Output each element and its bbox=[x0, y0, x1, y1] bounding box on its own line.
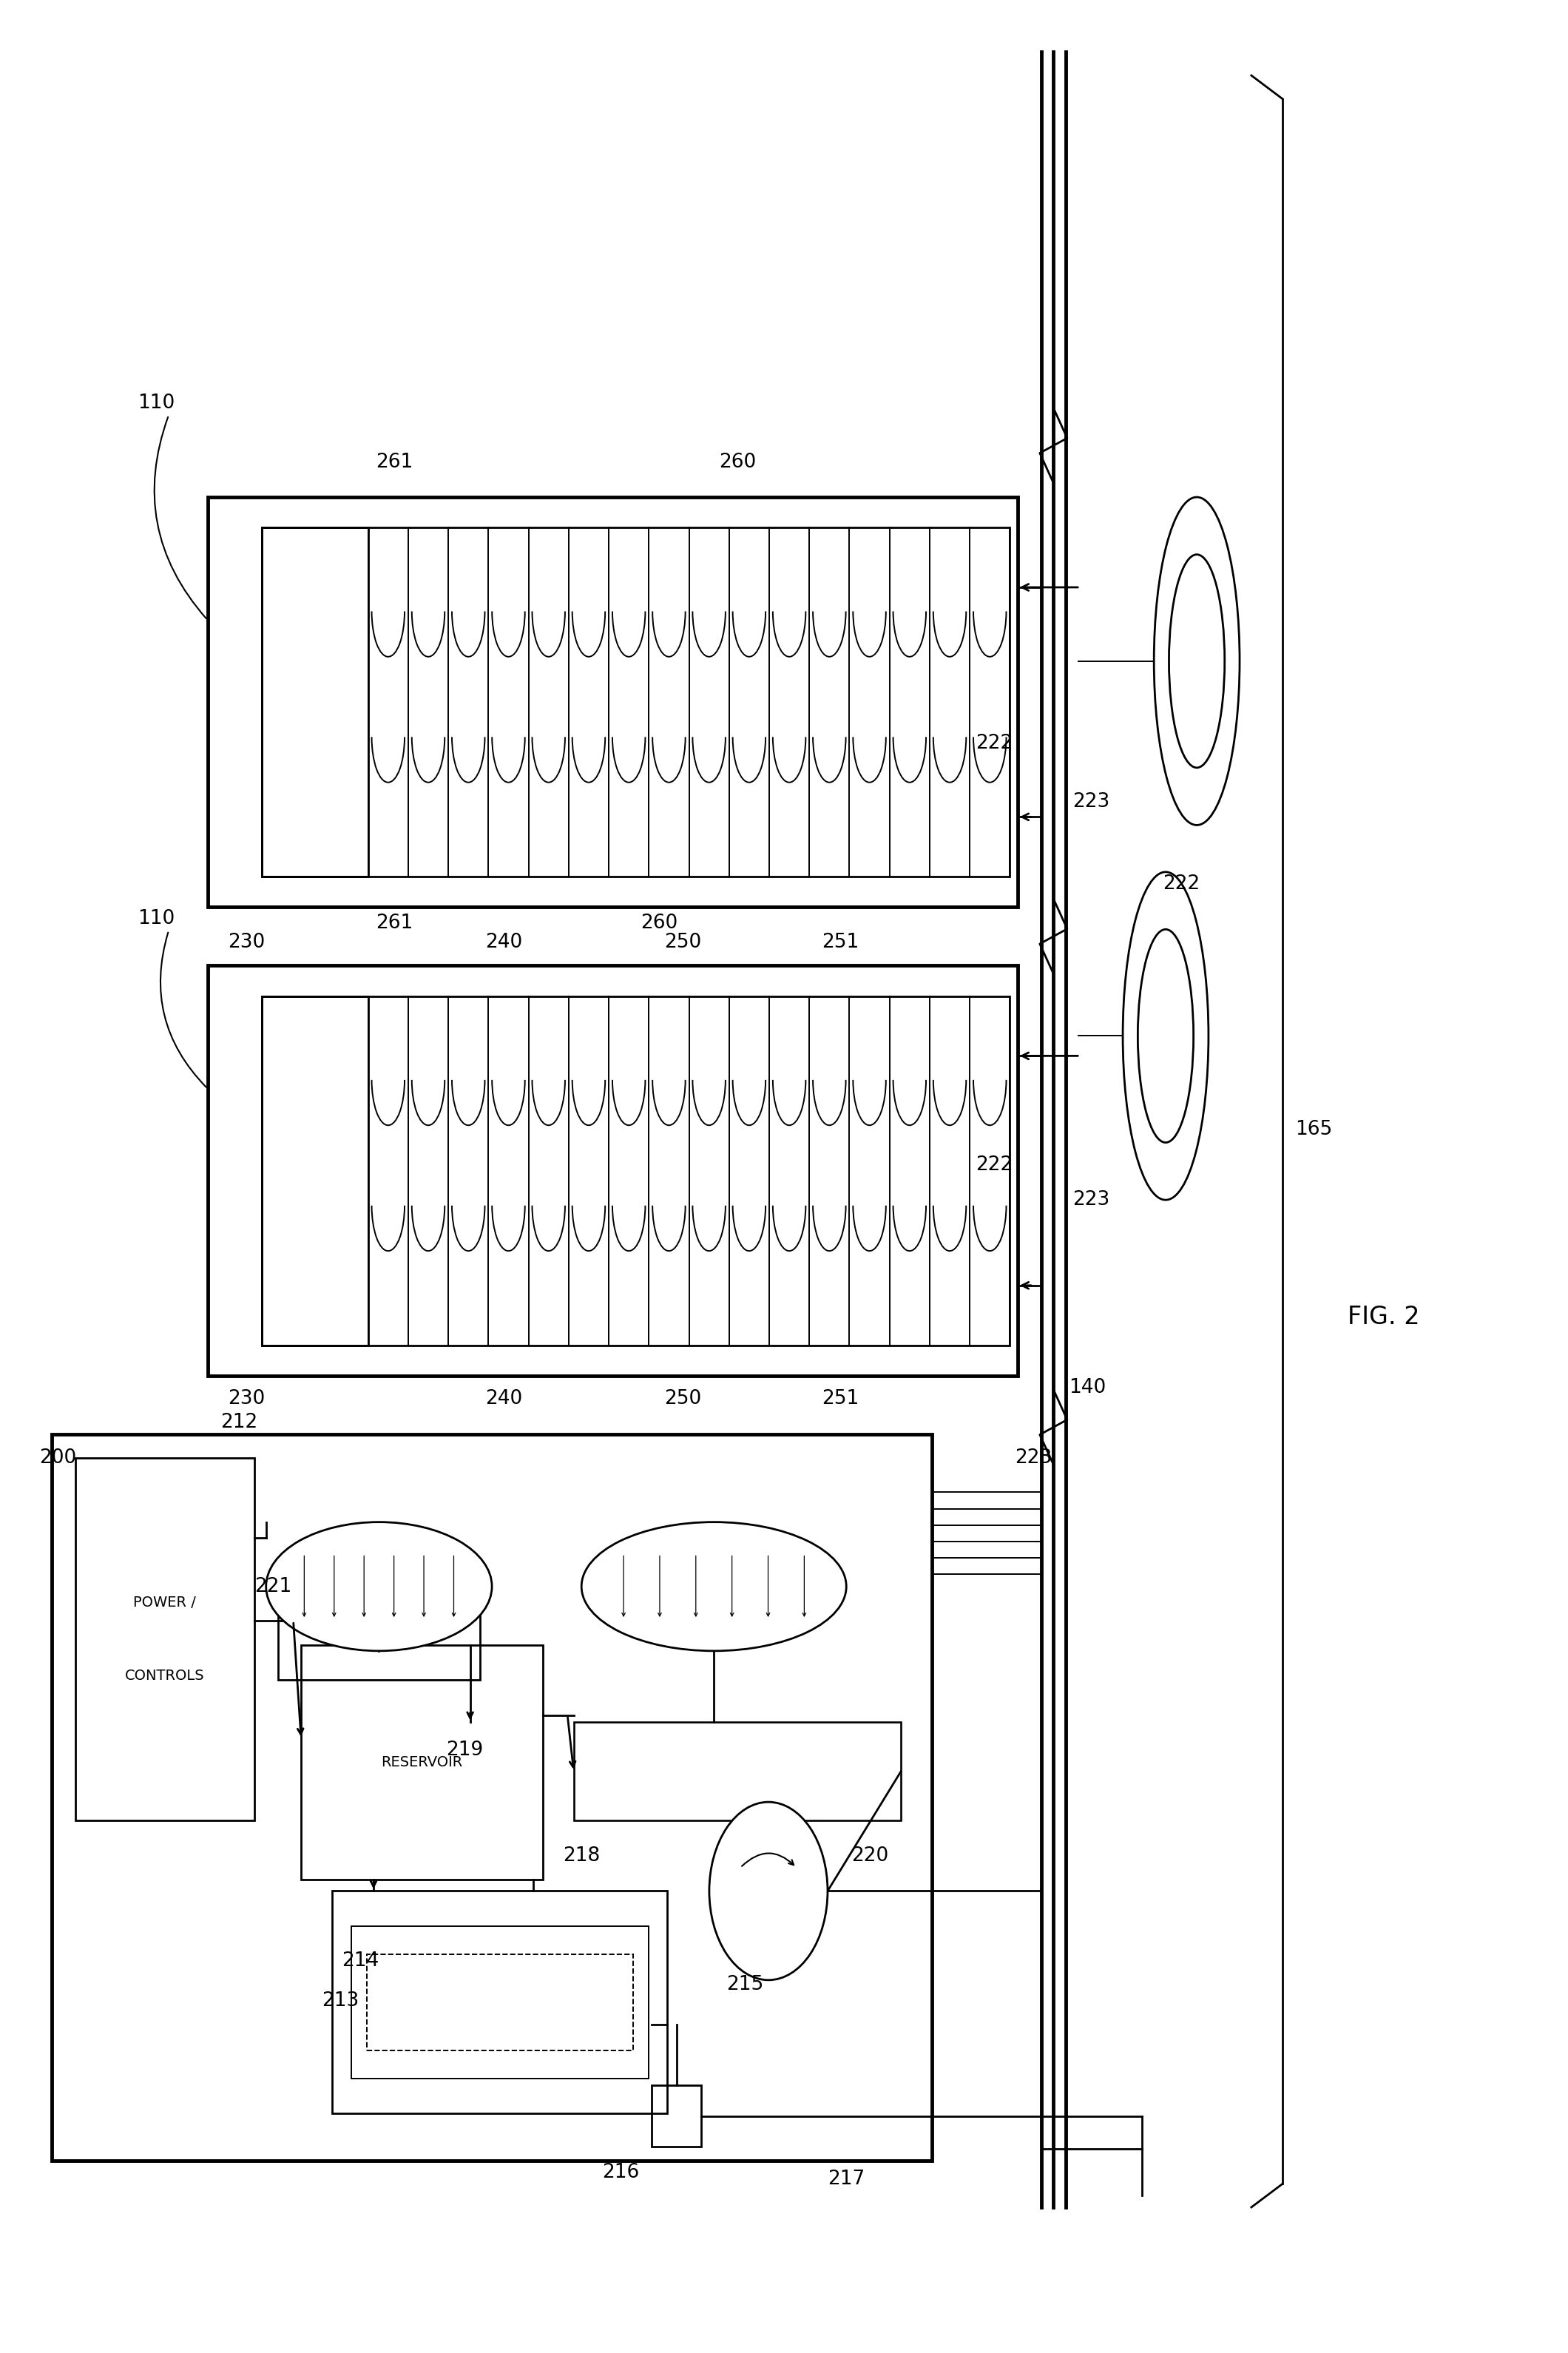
Text: 250: 250 bbox=[665, 932, 701, 953]
Text: 230: 230 bbox=[227, 932, 265, 953]
Text: 218: 218 bbox=[563, 1847, 601, 1866]
Text: RESERVOIR: RESERVOIR bbox=[381, 1755, 463, 1769]
Text: 213: 213 bbox=[321, 1991, 359, 2012]
Text: 230: 230 bbox=[227, 1388, 265, 1409]
Bar bbox=[262, 527, 368, 878]
Circle shape bbox=[709, 1802, 828, 1981]
Text: 215: 215 bbox=[726, 1974, 764, 1995]
Text: 261: 261 bbox=[376, 913, 412, 934]
Text: 240: 240 bbox=[485, 932, 522, 953]
Bar bbox=[75, 1457, 254, 1821]
Ellipse shape bbox=[1170, 555, 1225, 767]
Text: 212: 212 bbox=[220, 1412, 257, 1433]
Text: 240: 240 bbox=[485, 1388, 522, 1409]
Ellipse shape bbox=[1123, 873, 1209, 1200]
Text: 250: 250 bbox=[665, 1388, 701, 1409]
Text: 221: 221 bbox=[254, 1577, 292, 1595]
Ellipse shape bbox=[267, 1522, 492, 1652]
Ellipse shape bbox=[1154, 496, 1240, 826]
Text: 223: 223 bbox=[1014, 1447, 1052, 1468]
Bar bbox=[262, 527, 1010, 878]
Bar bbox=[262, 995, 1010, 1346]
Text: 217: 217 bbox=[828, 2169, 866, 2188]
Bar bbox=[332, 1892, 666, 2113]
Bar bbox=[574, 1722, 902, 1821]
Text: 219: 219 bbox=[445, 1741, 483, 1760]
Text: 110: 110 bbox=[138, 908, 174, 929]
Text: 220: 220 bbox=[851, 1847, 887, 1866]
Bar bbox=[52, 1435, 931, 2160]
Bar bbox=[278, 1614, 480, 1680]
Text: 214: 214 bbox=[342, 1951, 379, 1972]
Text: FIG. 2: FIG. 2 bbox=[1347, 1306, 1421, 1329]
Text: CONTROLS: CONTROLS bbox=[125, 1668, 204, 1682]
Text: 251: 251 bbox=[822, 1388, 859, 1409]
Bar bbox=[652, 2085, 701, 2146]
Text: 261: 261 bbox=[376, 452, 412, 471]
Bar bbox=[301, 1645, 543, 1880]
Text: 251: 251 bbox=[822, 932, 859, 953]
Ellipse shape bbox=[1138, 929, 1193, 1144]
Text: 260: 260 bbox=[718, 452, 756, 471]
Bar bbox=[262, 995, 368, 1346]
Text: 223: 223 bbox=[1073, 1191, 1110, 1209]
Text: 222: 222 bbox=[975, 1155, 1013, 1174]
Text: 200: 200 bbox=[39, 1447, 77, 1468]
Text: POWER /: POWER / bbox=[133, 1595, 196, 1609]
Text: 165: 165 bbox=[1295, 1120, 1333, 1139]
Text: 140: 140 bbox=[1069, 1379, 1107, 1398]
Text: 260: 260 bbox=[641, 913, 677, 934]
Text: 110: 110 bbox=[138, 393, 174, 414]
Text: 222: 222 bbox=[1162, 873, 1200, 894]
Ellipse shape bbox=[582, 1522, 847, 1652]
Text: 223: 223 bbox=[1073, 793, 1110, 812]
Bar bbox=[207, 496, 1018, 908]
Bar bbox=[367, 1955, 633, 2049]
Bar bbox=[351, 1927, 649, 2078]
Text: 216: 216 bbox=[602, 2162, 640, 2181]
Text: 222: 222 bbox=[975, 734, 1013, 753]
Bar bbox=[207, 965, 1018, 1377]
